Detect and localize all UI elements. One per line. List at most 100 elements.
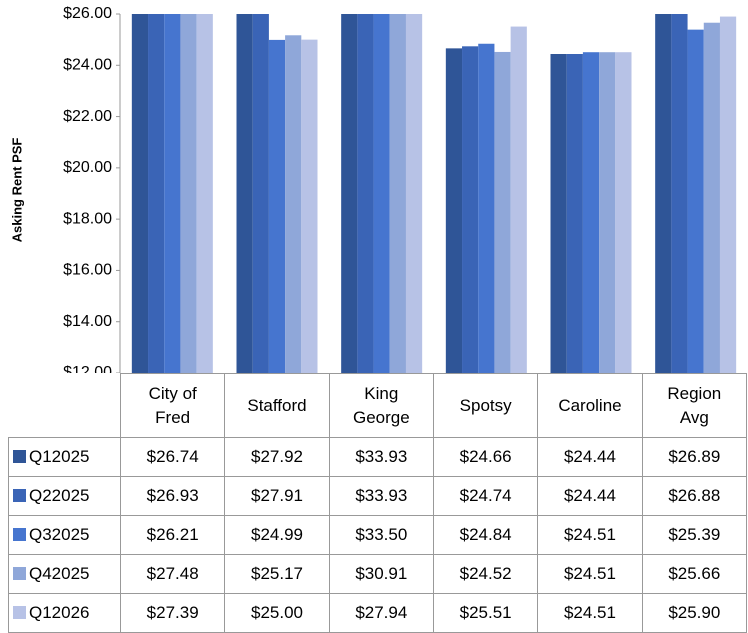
category-label: Stafford: [224, 373, 330, 438]
table-header-row: City of Fred Stafford King George Spotsy Car…: [8, 373, 748, 438]
table-row: Q12025 $26.74 $27.92 $33.93 $24.66 $24.44 $26.…: [8, 437, 748, 477]
data-table: City of Fred Stafford King George Spotsy Car…: [8, 373, 748, 633]
bar: [196, 14, 213, 373]
y-tick-label: $26.00: [63, 5, 112, 22]
value-cell: $26.88: [641, 476, 748, 516]
value-cell: $27.39: [119, 593, 226, 633]
value-cell: $25.51: [432, 593, 539, 633]
legend-swatch: [13, 567, 26, 580]
bar: [445, 48, 463, 373]
value-cell: $25.66: [641, 554, 748, 594]
value-cell: $25.39: [641, 515, 748, 555]
legend-cell: Q22025: [8, 476, 121, 516]
bar: [236, 14, 253, 373]
value-cell: $33.93: [328, 476, 434, 516]
y-tick-label: $12.00: [63, 364, 112, 373]
value-cell: $24.66: [432, 437, 539, 477]
category-label: Spotsy: [432, 373, 539, 438]
legend-swatch: [13, 489, 26, 502]
value-cell: $24.52: [432, 554, 539, 594]
y-tick-label: $14.00: [63, 313, 112, 330]
value-cell: $24.51: [537, 593, 643, 633]
legend-swatch: [13, 606, 26, 619]
value-cell: $27.92: [224, 437, 330, 477]
value-cell: $26.89: [641, 437, 748, 477]
bar: [301, 39, 318, 373]
value-cell: $26.21: [119, 515, 226, 555]
bar: [252, 14, 269, 373]
y-axis-label: Asking Rent PSF: [9, 138, 24, 243]
value-cell: $25.17: [224, 554, 330, 594]
value-cell: $26.74: [119, 437, 226, 477]
value-cell: $24.99: [224, 515, 330, 555]
bar: [582, 52, 600, 373]
legend-cell: Q12026: [8, 593, 121, 633]
chart: Asking Rent PSF $12.00 $14.00 $16.00 $18.00…: [9, 5, 737, 373]
bar: [285, 35, 302, 373]
bar: [462, 46, 479, 373]
bar: [494, 51, 511, 373]
value-cell: $27.91: [224, 476, 330, 516]
y-tick-label: $18.00: [63, 210, 112, 227]
value-cell: $24.74: [432, 476, 539, 516]
legend-cell: Q12025: [8, 437, 121, 477]
value-cell: $24.44: [537, 437, 643, 477]
value-cell: $24.44: [537, 476, 643, 516]
bar: [180, 14, 197, 373]
value-cell: $24.84: [432, 515, 539, 555]
bar: [703, 22, 720, 373]
value-cell: $33.93: [328, 437, 434, 477]
bar: [671, 14, 688, 373]
bar: [341, 14, 358, 373]
bar: [268, 39, 286, 373]
value-cell: $33.50: [328, 515, 434, 555]
bar: [373, 14, 390, 373]
table-row: Q42025 $27.48 $25.17 $30.91 $24.52 $24.51 $25.…: [8, 554, 748, 594]
y-tick-label: $24.00: [63, 57, 112, 74]
bar: [405, 14, 423, 373]
y-tick-label: $16.00: [63, 262, 112, 279]
value-cell: $27.48: [119, 554, 226, 594]
value-cell: $27.94: [328, 593, 434, 633]
bar: [615, 52, 632, 373]
table-row: Q32025 $26.21 $24.99 $33.50 $24.84 $24.51 $25.…: [8, 515, 748, 555]
value-cell: $30.91: [328, 554, 434, 594]
value-cell: $24.51: [537, 554, 643, 594]
bar: [164, 14, 181, 373]
legend-cell: Q42025: [8, 554, 121, 594]
bar: [148, 14, 165, 373]
bar: [719, 16, 737, 373]
value-cell: $24.51: [537, 515, 643, 555]
bar: [599, 52, 616, 373]
value-cell: $25.00: [224, 593, 330, 633]
bar: [687, 29, 704, 373]
category-label: City of Fred: [119, 373, 226, 438]
table-row: Q12026 $27.39 $25.00 $27.94 $25.51 $24.51 $25.…: [8, 593, 748, 633]
legend-label: Q42025: [29, 564, 90, 583]
y-tick-label: $22.00: [63, 108, 112, 125]
category-label: King George: [328, 373, 434, 438]
value-cell: $25.90: [641, 593, 748, 633]
bar: [389, 14, 406, 373]
bar: [131, 14, 149, 373]
value-cell: $26.93: [119, 476, 226, 516]
bar: [510, 26, 527, 373]
bar: [655, 14, 672, 373]
legend-cell: Q32025: [8, 515, 121, 555]
bar: [566, 54, 583, 373]
legend-label: Q12026: [29, 603, 90, 622]
y-tick-label: $20.00: [63, 159, 112, 176]
legend-label: Q32025: [29, 525, 90, 544]
table-row: Q22025 $26.93 $27.91 $33.93 $24.74 $24.44 $26.…: [8, 476, 748, 516]
bar: [478, 43, 495, 373]
legend-swatch: [13, 528, 26, 541]
bar: [550, 54, 567, 373]
bar: [357, 14, 374, 373]
legend-label: Q12025: [29, 447, 90, 466]
category-label: Caroline: [537, 373, 643, 438]
legend-swatch: [13, 450, 26, 463]
category-label: Region Avg: [641, 373, 748, 438]
table-corner: [8, 373, 121, 438]
legend-label: Q22025: [29, 486, 90, 505]
